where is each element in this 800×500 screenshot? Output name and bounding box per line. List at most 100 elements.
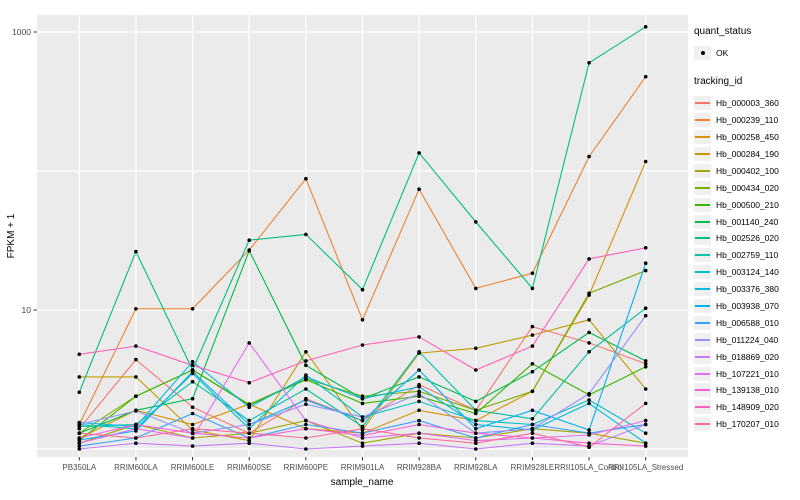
legend-item-Hb_000434_020: Hb_000434_020 (694, 179, 800, 196)
data-point (190, 379, 195, 384)
x-tick-label: PB350LA (62, 463, 96, 472)
legend-item-Hb_139138_010: Hb_139138_010 (694, 382, 800, 399)
data-point (134, 422, 138, 427)
data-point (247, 248, 251, 253)
data-point (304, 176, 308, 181)
data-point (587, 257, 591, 261)
data-point (474, 422, 478, 427)
legend-item-label: Hb_107221_010 (716, 368, 779, 379)
legend-item-label: OK (716, 48, 729, 59)
legend-item-label: Hb_170207_010 (716, 419, 779, 430)
data-point (304, 232, 308, 237)
data-point (474, 436, 478, 440)
data-point (530, 271, 535, 276)
data-point (190, 436, 195, 440)
legend-item-label: Hb_000402_100 (716, 165, 779, 176)
data-point (587, 398, 591, 402)
legend-item-label: Hb_000003_360 (716, 98, 779, 109)
x-tick-label: RRII105LA_Stressed (608, 463, 683, 472)
y-axis-title: FPKM + 1 (6, 213, 17, 259)
x-tick-label: RRII105LA_Control (554, 463, 624, 472)
data-point (190, 307, 195, 311)
legend-item-label: Hb_148909_020 (716, 402, 779, 413)
data-point (530, 333, 535, 337)
data-point (304, 387, 308, 391)
data-point (417, 394, 421, 399)
data-point (417, 422, 421, 427)
data-point (474, 411, 478, 416)
data-point (417, 350, 421, 354)
legend-item-Hb_000239_110: Hb_000239_110 (694, 112, 800, 129)
data-point (643, 387, 648, 391)
data-point (587, 330, 591, 335)
legend-tracking-id: tracking_id Hb_000003_360 Hb_000239_110 Hb… (694, 76, 800, 433)
legend-item-Hb_001140_240: Hb_001140_240 (694, 213, 800, 230)
data-point (474, 368, 478, 372)
data-point (643, 268, 648, 273)
legend-item-label: Hb_000258_450 (716, 132, 779, 143)
data-point (474, 426, 478, 431)
legend-item-label: Hb_002759_110 (716, 250, 779, 261)
data-point (304, 377, 308, 382)
data-point (77, 444, 82, 448)
data-point (360, 433, 365, 438)
legend-item-Hb_011224_040: Hb_011224_040 (694, 331, 800, 348)
data-point (247, 418, 251, 423)
data-point (417, 431, 421, 436)
data-point (587, 428, 591, 432)
data-point (530, 436, 535, 440)
legend-tracking-id-title: tracking_id (694, 75, 743, 87)
point-key-icon (694, 46, 711, 61)
line-key-icon (694, 400, 711, 415)
data-point (474, 286, 478, 291)
data-point (360, 418, 365, 423)
data-point (190, 444, 195, 448)
data-point (643, 159, 648, 164)
data-point (474, 447, 478, 451)
data-point (247, 426, 251, 431)
data-point (360, 343, 365, 347)
data-point (474, 408, 478, 413)
data-point (360, 444, 365, 448)
data-point (304, 402, 308, 407)
data-point (360, 394, 365, 399)
data-point (643, 25, 648, 29)
legend-item-Hb_000500_210: Hb_000500_210 (694, 196, 800, 213)
data-point (474, 346, 478, 351)
data-point (304, 422, 308, 427)
x-tick-label: RRIM928LA (454, 463, 498, 472)
data-point (643, 431, 648, 436)
legend-item-label: Hb_003938_070 (716, 301, 779, 312)
x-axis-title: sample_name (330, 477, 394, 488)
data-point (474, 438, 478, 443)
data-point (190, 422, 195, 427)
legend-item-Hb_000003_360: Hb_000003_360 (694, 95, 800, 112)
data-point (643, 444, 648, 448)
data-point (643, 246, 648, 250)
data-point (530, 417, 535, 421)
data-point (247, 238, 251, 242)
data-point (304, 350, 308, 354)
data-point (417, 368, 421, 372)
data-point (247, 431, 251, 436)
data-point (134, 436, 138, 440)
data-point (190, 411, 195, 416)
legend-item-label: Hb_000239_110 (716, 115, 779, 126)
y-tick-label: 10 (22, 305, 32, 315)
data-point (530, 408, 535, 413)
legend-item-Hb_018869_020: Hb_018869_020 (694, 348, 800, 365)
line-key-icon (694, 163, 711, 178)
data-point (247, 341, 251, 345)
legend-item-label: Hb_000284_190 (716, 149, 779, 159)
data-point (360, 287, 365, 292)
y-tick-label: 1000 (12, 27, 31, 37)
x-tick-label: RRIM600PE (284, 463, 328, 472)
legend-item-Hb_002526_020: Hb_002526_020 (694, 230, 800, 247)
data-point (474, 399, 478, 404)
legend-item-Hb_000258_450: Hb_000258_450 (694, 129, 800, 146)
x-tick-label: RRIM928LE (511, 463, 555, 472)
legend-item-label: Hb_011224_040 (716, 334, 779, 345)
data-point (587, 401, 591, 406)
legend-item-label: Hb_000434_020 (716, 182, 779, 193)
